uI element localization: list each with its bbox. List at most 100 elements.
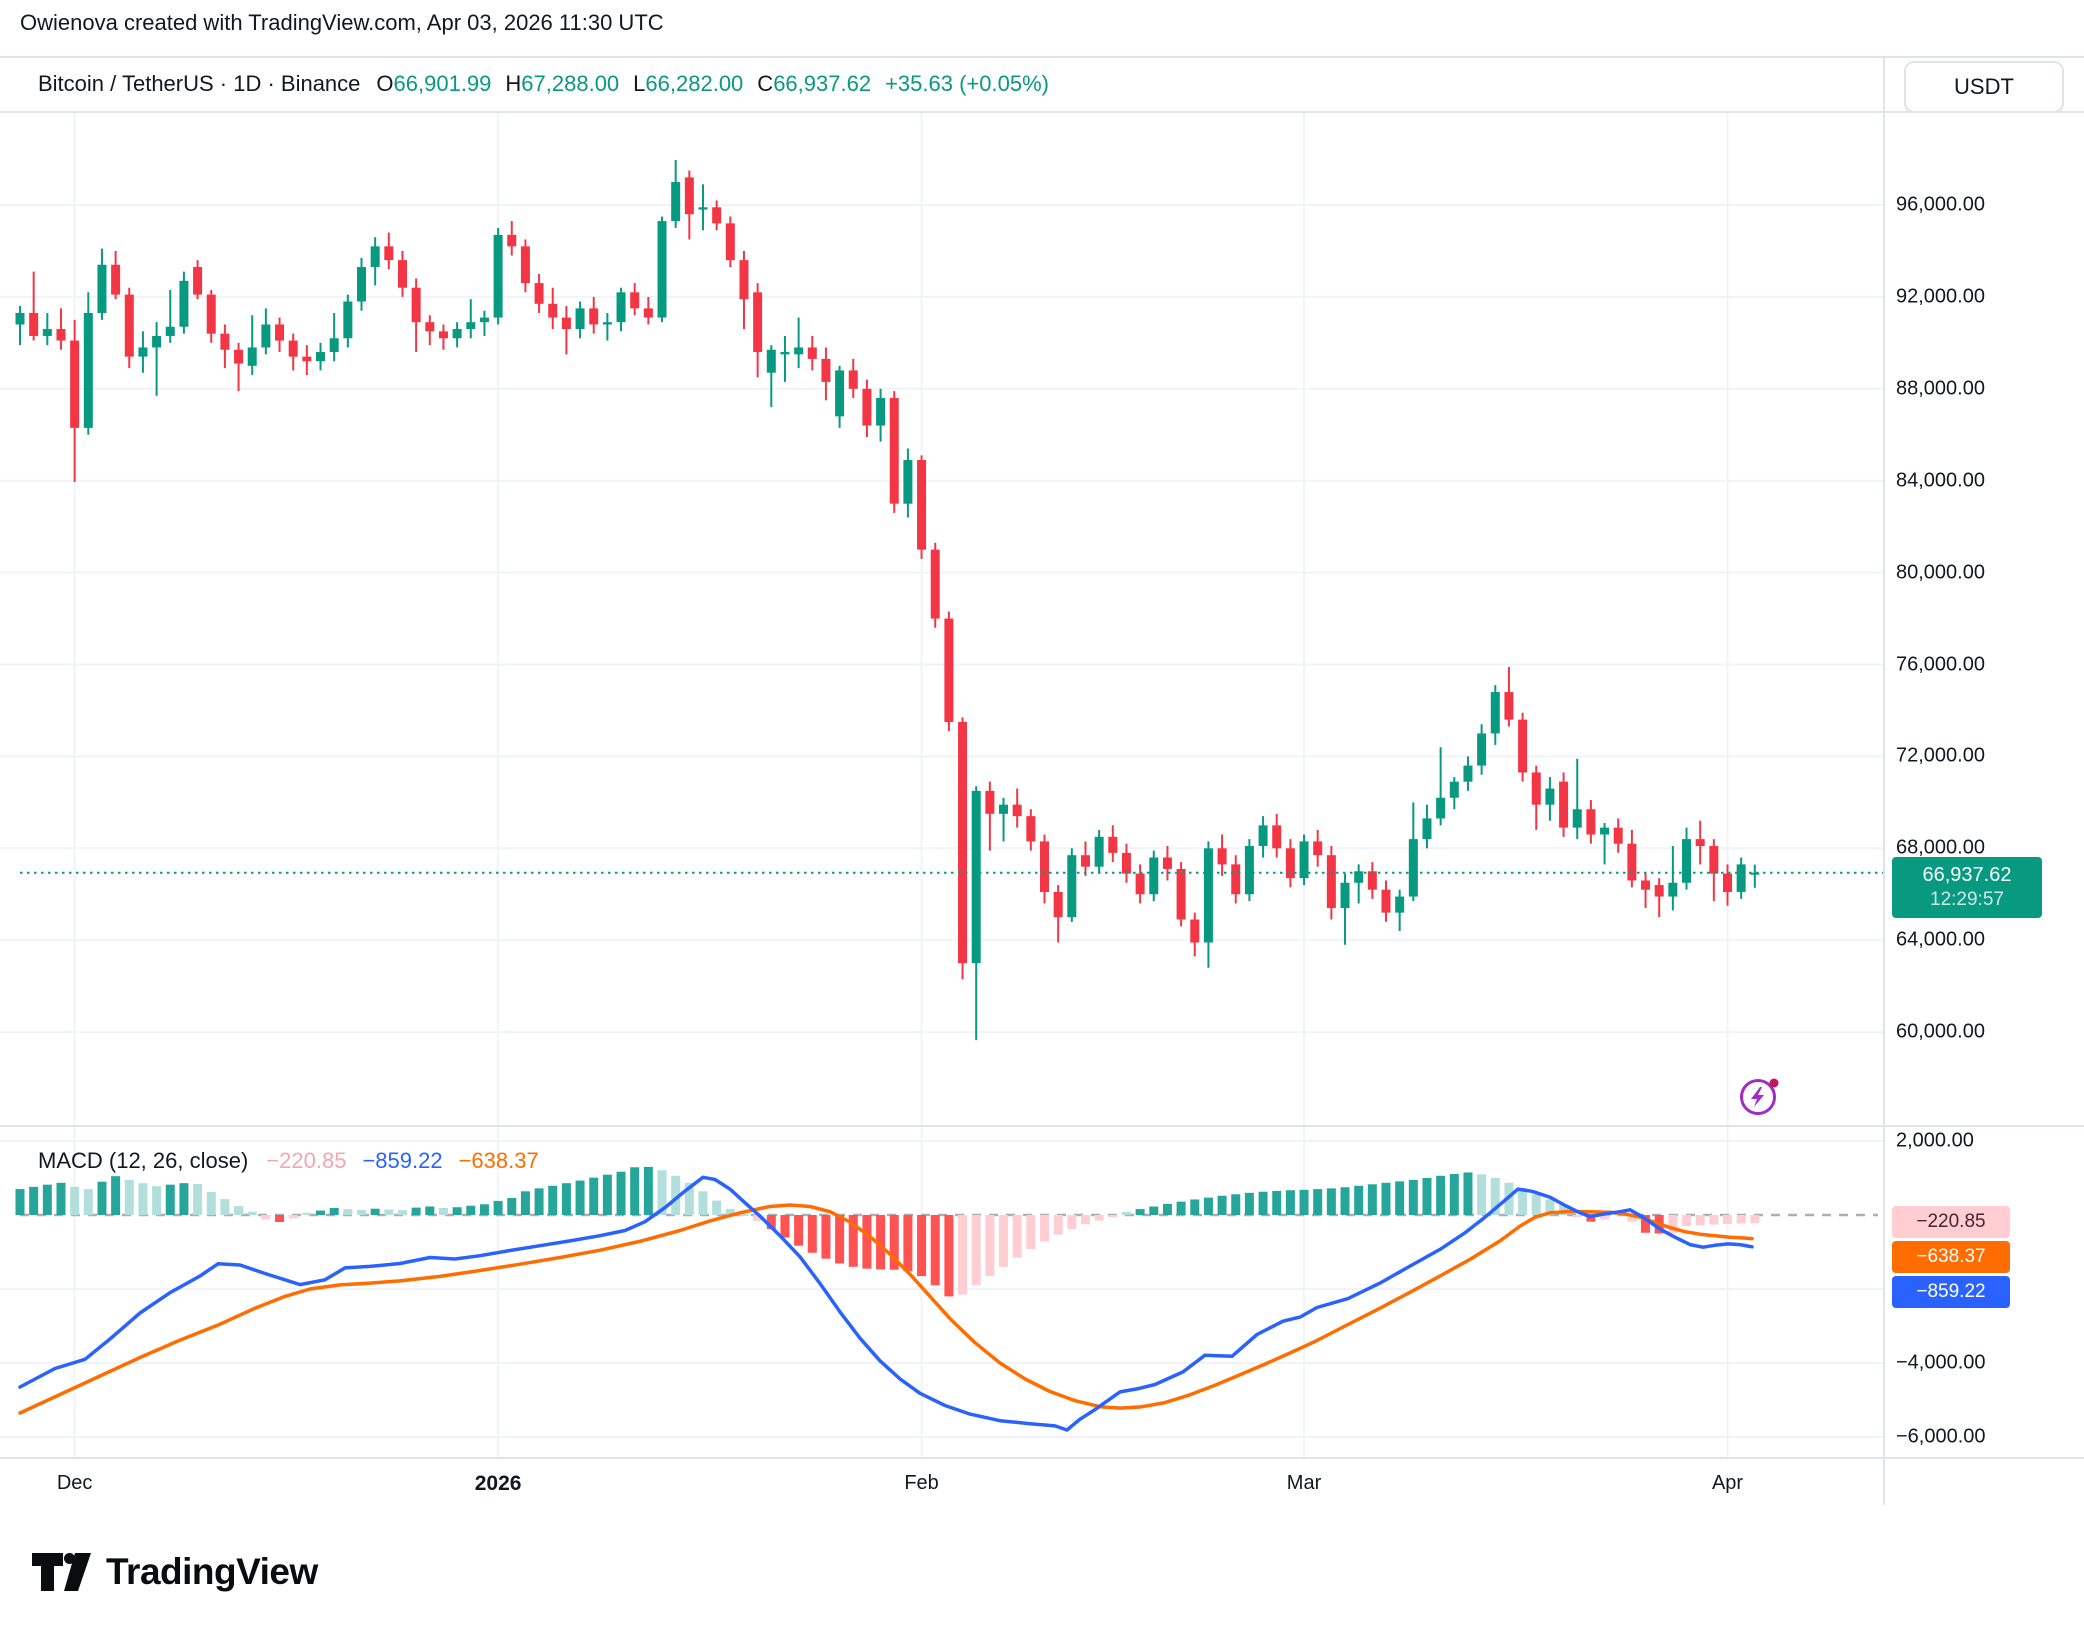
candle-body xyxy=(1518,719,1528,773)
candle-body xyxy=(275,324,285,341)
candle-body xyxy=(1367,871,1377,890)
candle-body xyxy=(1108,836,1118,853)
macd-histogram-bar xyxy=(1736,1215,1746,1224)
macd-histogram-bar xyxy=(302,1212,312,1215)
price-axis-label: 84,000.00 xyxy=(1896,469,1985,492)
macd-axis-badge[interactable]: −859.22 xyxy=(1892,1276,2010,1308)
macd-histogram-bar xyxy=(15,1189,25,1215)
candle-body xyxy=(1395,896,1405,913)
macd-histogram-bar xyxy=(206,1192,216,1215)
macd-histogram-bar xyxy=(1162,1203,1172,1215)
candle-body xyxy=(684,177,694,215)
macd-legend: MACD (12, 26, close) −220.85 −859.22 −63… xyxy=(38,1148,555,1174)
macd-axis-label: −4,000.00 xyxy=(1896,1351,1986,1374)
macd-histogram-bar xyxy=(370,1208,380,1215)
macd-histogram-bar xyxy=(753,1215,763,1221)
macd-histogram-bar xyxy=(971,1215,981,1286)
macd-histogram-bar xyxy=(1258,1191,1268,1215)
macd-histogram-bar xyxy=(97,1181,107,1215)
tradingview-logo[interactable]: TradingView xyxy=(30,1550,318,1594)
candle-body xyxy=(411,287,421,323)
macd-histogram-bar xyxy=(1682,1215,1692,1227)
macd-histogram-bar xyxy=(165,1184,175,1215)
candle-body xyxy=(985,790,995,814)
macd-histogram-bar xyxy=(794,1215,804,1246)
candle-body xyxy=(438,331,448,339)
macd-histogram-bar xyxy=(1190,1199,1200,1215)
candle-body xyxy=(234,349,244,364)
candle-body xyxy=(1067,855,1077,918)
macd-histogram-bar xyxy=(1395,1181,1405,1215)
macd-histogram-bar xyxy=(1285,1190,1295,1215)
macd-histogram-bar xyxy=(220,1199,230,1215)
macd-histogram-bar xyxy=(138,1183,148,1215)
macd-histogram-bar xyxy=(1026,1215,1036,1250)
macd-title[interactable]: MACD (12, 26, close) xyxy=(38,1148,249,1173)
macd-histogram-bar xyxy=(1586,1215,1596,1222)
candle-body xyxy=(671,182,681,222)
open-value: 66,901.99 xyxy=(393,71,492,96)
candle-body xyxy=(507,234,517,247)
candle-body xyxy=(1654,885,1664,897)
macd-histogram-bar xyxy=(1600,1215,1610,1220)
candle-body xyxy=(971,790,981,964)
macd-histogram-bar xyxy=(1231,1194,1241,1215)
macd-histogram-bar xyxy=(493,1200,503,1215)
macd-histogram-bar xyxy=(1121,1212,1131,1215)
macd-histogram-bar xyxy=(1149,1206,1159,1215)
macd-histogram-bar xyxy=(1422,1178,1432,1215)
candle-body xyxy=(42,329,52,336)
candle-body xyxy=(1709,846,1719,874)
candle-body xyxy=(930,549,940,619)
candle-body xyxy=(999,804,1009,814)
macd-histogram-bar xyxy=(1408,1179,1418,1215)
macd-histogram-bar xyxy=(70,1186,80,1215)
macd-histogram-bar xyxy=(698,1191,708,1215)
macd-histogram-bar xyxy=(889,1215,899,1270)
flash-attention-icon[interactable] xyxy=(1737,1074,1781,1123)
candle-body xyxy=(766,349,776,373)
candle-body xyxy=(520,246,530,284)
candle-body xyxy=(589,308,599,325)
macd-histogram-bar xyxy=(329,1207,339,1215)
macd-histogram-bar xyxy=(479,1204,489,1215)
time-axis-label: Dec xyxy=(56,1472,93,1494)
attribution-text: Owienova created with TradingView.com, A… xyxy=(20,10,664,35)
candle-body xyxy=(1559,781,1569,828)
candle-body xyxy=(1736,864,1746,892)
currency-button[interactable]: USDT xyxy=(1904,61,2064,113)
candle-body xyxy=(1436,797,1446,819)
last-price-badge[interactable]: 66,937.62 12:29:57 xyxy=(1892,857,2042,918)
macd-histogram-bar xyxy=(316,1210,326,1215)
high-label: H xyxy=(505,71,522,96)
macd-histogram-bar xyxy=(602,1174,612,1215)
macd-histogram-bar xyxy=(657,1170,667,1215)
candle-body xyxy=(534,283,544,304)
symbol-legend: Bitcoin / TetherUS · 1D · Binance O 66,9… xyxy=(38,71,1049,97)
tradingview-logo-text: TradingView xyxy=(106,1551,318,1592)
macd-histogram-bar xyxy=(712,1200,722,1215)
candle-body xyxy=(848,370,858,389)
candle-body xyxy=(1490,692,1500,734)
macd-axis-badge[interactable]: −220.85 xyxy=(1892,1206,2010,1238)
candle-body xyxy=(1299,841,1309,879)
candle-body xyxy=(548,303,558,318)
macd-histogram-bar xyxy=(1572,1215,1582,1218)
candle-body xyxy=(1723,873,1732,892)
candle-body xyxy=(944,618,954,722)
macd-axis-badge[interactable]: −638.37 xyxy=(1892,1241,2010,1273)
lightning-bolt-icon xyxy=(1751,1087,1764,1107)
candle-body xyxy=(316,352,326,362)
candle-body xyxy=(1217,848,1227,865)
macd-histogram-bar xyxy=(848,1215,858,1267)
macd-histogram-bar xyxy=(1067,1215,1077,1230)
candle-body xyxy=(1094,836,1104,867)
symbol-title[interactable]: Bitcoin / TetherUS · 1D · Binance xyxy=(38,71,361,96)
candle-body xyxy=(152,335,162,348)
candle-body xyxy=(247,347,257,366)
candle-body xyxy=(712,207,722,224)
macd-histogram-bar xyxy=(275,1215,285,1223)
candle-body xyxy=(1340,882,1350,909)
candle-body xyxy=(1354,871,1364,883)
